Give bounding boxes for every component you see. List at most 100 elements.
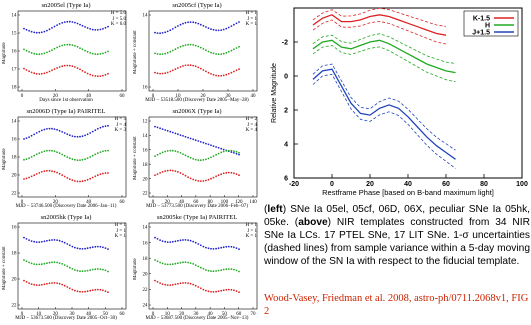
data-point-J — [217, 152, 220, 155]
data-point-K — [66, 177, 69, 179]
data-point-K — [194, 65, 197, 68]
y-tick-label: -2 — [282, 40, 288, 47]
data-point-K — [107, 291, 109, 293]
data-point-K — [35, 284, 38, 286]
citation-link[interactable]: Wood-Vasey, Friedman et al. 2008, astro-… — [264, 293, 529, 317]
data-point-H — [25, 137, 28, 139]
data-point-K — [161, 171, 164, 173]
data-point-H — [169, 130, 172, 133]
data-point-J — [74, 45, 76, 47]
data-point-J — [230, 149, 233, 152]
panel-title: sn2005hk (Type Ia) — [40, 214, 92, 221]
data-point-J — [199, 46, 202, 49]
template-line-2 — [312, 68, 456, 160]
data-point-H — [215, 29, 217, 32]
data-point-J — [205, 269, 207, 271]
data-point-J — [84, 158, 86, 160]
data-point-K — [179, 66, 182, 68]
data-point-H — [43, 128, 46, 131]
data-point-J — [63, 264, 66, 266]
data-point-K — [199, 287, 202, 290]
data-point-H — [166, 241, 169, 243]
data-point-K — [154, 71, 156, 74]
data-point-J — [207, 269, 210, 272]
data-point-J — [177, 151, 179, 153]
data-point-H — [205, 246, 207, 249]
data-point-H — [48, 239, 51, 242]
data-point-J — [217, 53, 220, 56]
x-tick-label: 10 — [176, 94, 182, 99]
data-point-K — [53, 68, 56, 70]
data-point-H — [177, 25, 179, 27]
data-point-J — [207, 50, 210, 53]
uncertainty-line-0-1 — [312, 19, 447, 45]
data-point-K — [91, 289, 94, 292]
data-point-K — [28, 282, 30, 284]
data-point-H — [220, 147, 223, 150]
data-point-J — [71, 158, 74, 161]
data-point-K — [179, 282, 182, 285]
data-point-K — [156, 173, 159, 175]
data-point-H — [76, 135, 79, 138]
data-point-J — [227, 268, 230, 270]
data-point-J — [48, 149, 51, 152]
data-point-K — [56, 67, 58, 69]
data-point-J — [102, 268, 104, 271]
chart-legend: K-1.5HJ+1.5 — [463, 10, 519, 37]
data-point-J — [33, 52, 36, 55]
data-point-J — [61, 44, 64, 47]
data-point-H — [102, 246, 104, 249]
data-point-K — [38, 284, 41, 286]
data-point-K — [182, 173, 184, 176]
data-point-H — [79, 135, 81, 138]
panel-legend: H = 1 J = 1 K = 1 — [245, 223, 257, 239]
legend-label: J+1.5 — [472, 30, 490, 37]
data-point-H — [199, 23, 202, 26]
data-point-H — [74, 135, 76, 138]
data-point-K — [215, 175, 217, 178]
data-point-K — [35, 72, 38, 75]
figure-caption: (left) SNe Ia 05el, 05cf, 06D, 06X, pecu… — [264, 204, 530, 267]
data-point-J — [51, 261, 53, 264]
y-tick-label: 4 — [284, 142, 288, 149]
data-point-K — [58, 282, 61, 285]
data-point-H — [28, 136, 30, 138]
data-point-K — [68, 64, 71, 67]
data-point-J — [222, 150, 225, 153]
data-point-J — [53, 47, 56, 50]
data-point-J — [189, 262, 192, 264]
data-point-K — [63, 175, 66, 178]
data-point-K — [63, 64, 66, 67]
data-point-J — [179, 152, 182, 154]
data-point-H — [171, 240, 174, 243]
data-point-H — [91, 28, 94, 31]
data-point-J — [233, 48, 235, 51]
data-point-H — [222, 28, 225, 31]
data-point-H — [159, 239, 161, 241]
data-point-J — [156, 153, 159, 156]
data-point-J — [84, 270, 86, 272]
data-point-H — [212, 248, 215, 250]
x-tick-label: 80 — [208, 200, 214, 205]
data-point-K — [210, 177, 212, 180]
data-point-J — [230, 268, 233, 270]
data-point-H — [56, 128, 58, 131]
data-point-J — [233, 150, 235, 152]
data-point-H — [71, 21, 74, 23]
data-point-J — [56, 261, 58, 264]
data-point-H — [205, 142, 207, 145]
data-point-H — [197, 243, 200, 245]
data-point-J — [225, 268, 228, 271]
data-point-J — [99, 268, 102, 270]
data-point-K — [169, 70, 172, 73]
data-point-J — [205, 49, 207, 52]
y-tick-label: 16 — [12, 50, 18, 55]
data-point-H — [230, 151, 233, 153]
x-tick-label: 10 — [36, 312, 42, 317]
data-point-J — [215, 270, 217, 272]
data-point-K — [107, 172, 109, 174]
data-point-J — [89, 156, 92, 158]
data-point-H — [225, 27, 228, 30]
panel-title: sn2005ke (Type Ia) PAIRITEL — [156, 214, 238, 221]
data-point-H — [169, 241, 172, 243]
